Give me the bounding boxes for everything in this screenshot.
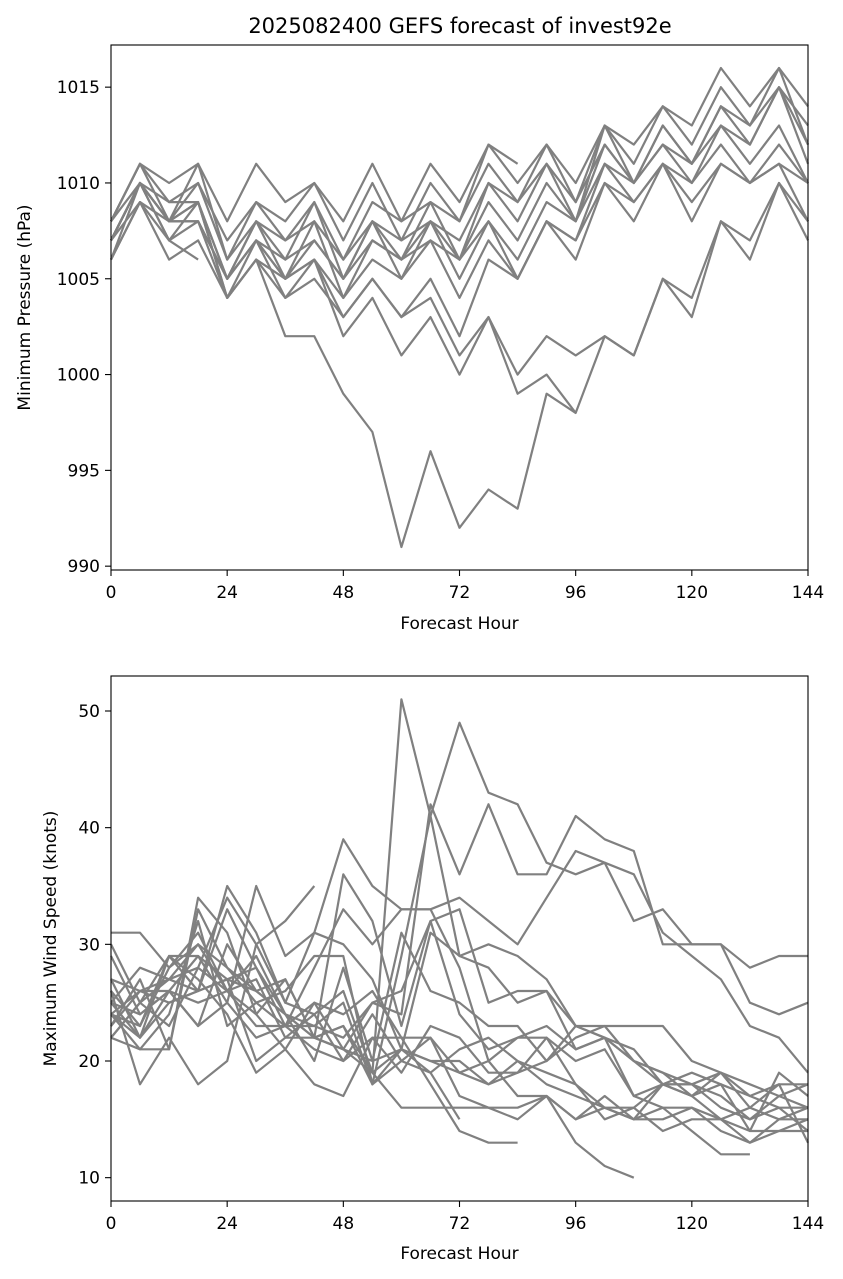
pressure-x-axis-label: Forecast Hour — [400, 614, 518, 634]
wind-x-axis-label: Forecast Hour — [400, 1244, 518, 1264]
wind-series-line-1 — [110, 698, 809, 1074]
pressure-x-tick-label: 120 — [676, 583, 708, 603]
wind-y-tick-label: 20 — [78, 1052, 100, 1072]
wind-x-ticks: 0 24 48 72 96 120 144 — [106, 1201, 824, 1234]
wind-panel: 0 24 48 72 96 120 144 10 20 30 40 50 Forecast Hour… — [41, 675, 824, 1264]
pressure-y-axis-label: Minimum Pressure (hPa) — [15, 204, 35, 410]
pressure-y-tick-label: 1010 — [57, 174, 100, 194]
wind-series-line-8 — [110, 885, 316, 1028]
pressure-x-tick-label: 0 — [106, 583, 117, 603]
wind-x-tick-label: 144 — [792, 1214, 824, 1234]
wind-x-tick-label: 120 — [676, 1214, 708, 1234]
wind-y-tick-label: 50 — [78, 702, 100, 722]
wind-x-tick-label: 72 — [449, 1214, 471, 1234]
pressure-panel: 0 24 48 72 96 120 144 990 995 1000 1005 1010 1015 F… — [15, 44, 824, 634]
wind-series-line-12 — [110, 919, 808, 1144]
wind-y-tick-label: 40 — [78, 819, 100, 839]
wind-series-line-7 — [110, 814, 808, 1098]
pressure-series-line-4 — [110, 66, 810, 261]
wind-series-line-4 — [110, 849, 809, 1074]
wind-y-axis-label: Maximum Wind Speed (knots) — [41, 811, 61, 1067]
figure-title: 2025082400 GEFS forecast of invest92e — [248, 14, 671, 38]
pressure-y-tick-label: 1000 — [57, 366, 100, 386]
wind-x-tick-label: 0 — [106, 1214, 117, 1234]
pressure-y-tick-label: 1005 — [57, 270, 100, 290]
pressure-x-tick-label: 96 — [565, 583, 587, 603]
wind-series-group — [109, 698, 809, 1179]
wind-plot-frame — [110, 675, 809, 1202]
pressure-x-tick-label: 24 — [216, 583, 238, 603]
wind-y-ticks: 10 20 30 40 50 — [78, 702, 111, 1189]
pressure-series-line-2 — [110, 66, 809, 242]
pressure-x-ticks: 0 24 48 72 96 120 144 — [106, 570, 824, 603]
wind-y-tick-label: 30 — [78, 935, 100, 955]
pressure-x-tick-label: 72 — [449, 583, 471, 603]
pressure-y-tick-label: 1015 — [57, 78, 100, 98]
pressure-series-group — [109, 66, 810, 549]
wind-series-line-17 — [110, 908, 461, 1120]
pressure-series-line-3 — [110, 86, 809, 261]
wind-x-tick-label: 48 — [333, 1214, 355, 1234]
wind-y-tick-label: 10 — [78, 1169, 100, 1189]
wind-x-tick-label: 24 — [216, 1214, 238, 1234]
wind-series-line-16 — [110, 954, 809, 1132]
wind-series-line-19 — [110, 966, 808, 1144]
pressure-x-tick-label: 48 — [333, 583, 355, 603]
wind-x-tick-label: 96 — [565, 1214, 587, 1234]
pressure-series-line-14 — [110, 181, 577, 549]
pressure-x-tick-label: 144 — [792, 583, 824, 603]
pressure-series-line-7 — [109, 124, 809, 299]
pressure-y-tick-label: 995 — [68, 461, 100, 481]
pressure-y-tick-label: 990 — [68, 557, 100, 577]
pressure-series-line-13 — [110, 181, 809, 414]
pressure-y-ticks: 990 995 1000 1005 1010 1015 — [57, 78, 111, 577]
